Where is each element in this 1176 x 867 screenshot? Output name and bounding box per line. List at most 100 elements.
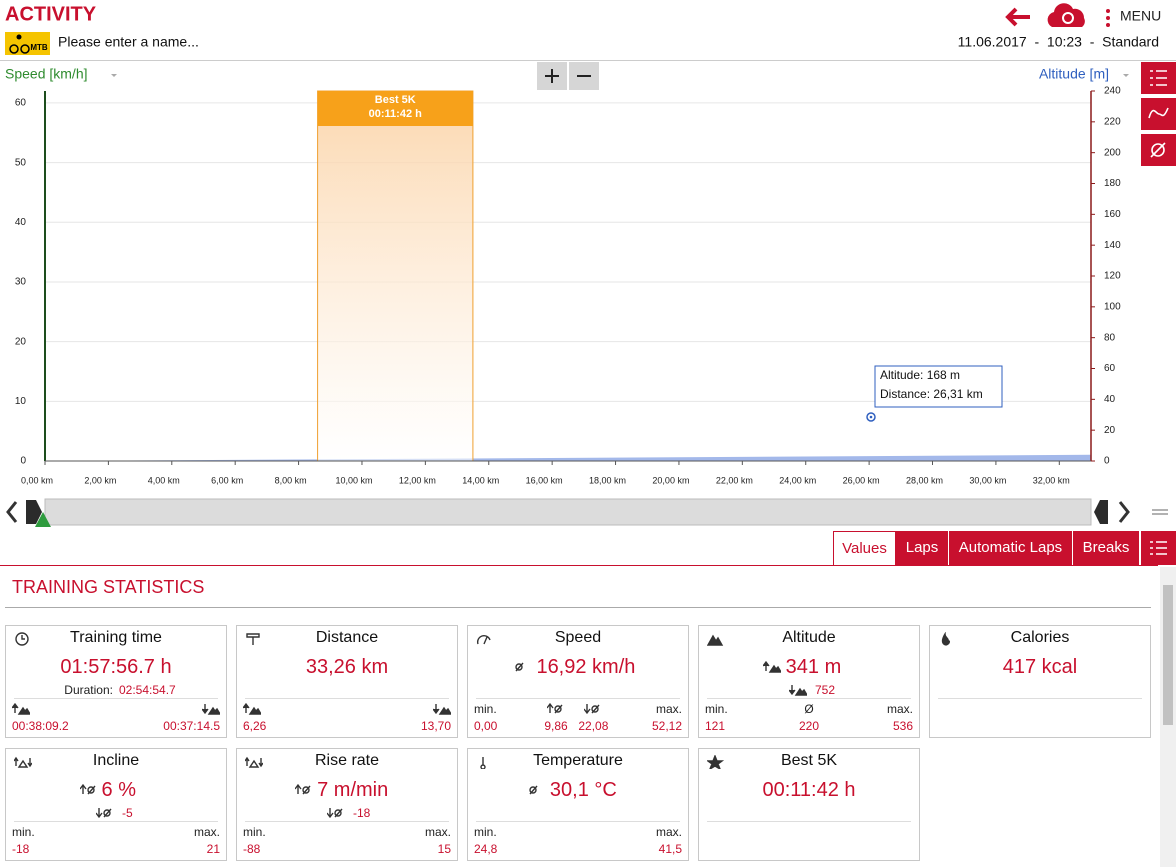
card-sub-value: -5 <box>122 806 133 820</box>
card-value: 6 % <box>101 779 136 801</box>
x-tick-label: 12,00 km <box>399 475 436 485</box>
footer-value: 9,86 <box>544 719 568 733</box>
icon <box>941 632 950 646</box>
range-handle[interactable] <box>26 500 42 524</box>
position-marker[interactable] <box>35 512 51 527</box>
tooltip-line: Altitude: 168 m <box>880 368 960 382</box>
x-tick-label: 6,00 km <box>211 475 243 485</box>
card-title: Rise rate <box>314 752 380 769</box>
highlight-time: 00:11:42 h <box>369 108 422 120</box>
y-tick-label: 40 <box>15 217 27 228</box>
card-divider <box>476 821 680 822</box>
stat-card: Speed 16,92 km/h min. 0,00 9,86 22,08 max. 52,1… <box>467 625 689 738</box>
dropdown[interactable] <box>1123 74 1129 77</box>
icon <box>476 634 491 645</box>
footer-label: min. <box>243 825 266 839</box>
card-title: Training time <box>70 629 162 646</box>
icon <box>327 808 343 819</box>
footer-value: 0,00 <box>474 719 498 733</box>
footer-value: 536 <box>892 719 913 733</box>
stat-card: Altitude 341 m 752 min. 121 Ø 220 max. 536 <box>698 625 920 738</box>
list-icon <box>1150 541 1167 555</box>
y2-tick-label: 20 <box>1104 425 1116 436</box>
icon <box>243 702 261 715</box>
x-tick-label: 14,00 km <box>462 475 499 485</box>
scroll-left[interactable] <box>6 501 18 523</box>
y2-tick-label: 160 <box>1104 209 1121 220</box>
x-tick-label: 4,00 km <box>148 475 180 485</box>
x-tick-label: 32,00 km <box>1033 475 1070 485</box>
y2-tick-label: 240 <box>1104 86 1121 97</box>
tab[interactable]: Automatic Laps <box>949 531 1072 565</box>
sport-icon <box>5 32 50 55</box>
card-divider <box>245 821 449 822</box>
footer-value: 6,26 <box>243 719 267 733</box>
y2-tick-label: 80 <box>1104 332 1116 343</box>
icon <box>584 704 600 715</box>
footer-value: -88 <box>243 842 261 856</box>
menu-dots[interactable] <box>1106 9 1110 27</box>
y-tick-label: 50 <box>15 157 27 168</box>
button-icon <box>1150 142 1166 158</box>
x-tick-label: 10,00 km <box>335 475 372 485</box>
range-track[interactable] <box>44 498 1092 526</box>
y2-tick-label: 220 <box>1104 116 1121 127</box>
card-value: 417 kcal <box>1002 656 1078 678</box>
icon <box>547 702 563 714</box>
sport-icon-rider <box>16 34 22 40</box>
icon <box>15 632 29 646</box>
scroll-right[interactable] <box>1118 501 1130 523</box>
footer-value: 22,08 <box>578 719 609 733</box>
stat-card: Temperature 30,1 °C min. 24,8 max. 41,5 <box>467 748 689 861</box>
footer-label: min. <box>12 825 35 839</box>
y2-tick-label: 0 <box>1104 456 1110 467</box>
icon <box>433 704 451 715</box>
dropdown[interactable] <box>111 74 117 77</box>
footer-label: min. <box>474 702 497 716</box>
icon <box>529 785 538 795</box>
y-tick-label: 30 <box>15 277 27 288</box>
tab[interactable]: Values <box>833 531 896 566</box>
cloud-sync-button[interactable] <box>1047 3 1085 27</box>
footer-value: 15 <box>437 842 451 856</box>
stat-card: Calories 417 kcal <box>929 625 1151 738</box>
footer-value: -18 <box>12 842 30 856</box>
footer-value: 121 <box>705 719 726 733</box>
scroll-thumb[interactable] <box>1163 585 1173 725</box>
back-button[interactable] <box>1005 7 1030 27</box>
footer-label: max. <box>655 702 682 716</box>
footer-label: max. <box>193 825 220 839</box>
icon <box>96 808 112 819</box>
tab[interactable]: Laps <box>896 531 948 565</box>
tab-list-button[interactable] <box>1141 531 1176 565</box>
highlight-header <box>317 91 473 126</box>
tooltip <box>874 365 1003 408</box>
card-divider <box>245 698 449 699</box>
scrollbar[interactable] <box>1160 567 1176 867</box>
footer-label: max. <box>655 825 682 839</box>
stat-card: Distance 33,26 km 6,26 13,70 <box>236 625 458 738</box>
card-title: Best 5K <box>780 752 838 769</box>
card-value: 7 m/min <box>317 779 389 801</box>
x-tick-label: 16,00 km <box>526 475 563 485</box>
tab[interactable]: Breaks <box>1073 531 1139 565</box>
footer-value: 13,70 <box>420 719 451 733</box>
tab-divider <box>0 565 1158 566</box>
card-sub-label: Duration: <box>64 683 113 697</box>
footer-label: Ø <box>804 702 814 716</box>
resize-handle[interactable] <box>1152 509 1168 515</box>
icon <box>202 704 220 715</box>
x-tick-label: 0,00 km <box>21 475 53 485</box>
stat-card: Rise rate 7 m/min -18 min. -88 max. 15 <box>236 748 458 861</box>
card-value: 00:11:42 h <box>762 779 856 801</box>
card-title: Incline <box>92 752 140 769</box>
icon <box>707 755 725 769</box>
name-input[interactable]: Please enter a name... <box>58 34 199 50</box>
highlight-band <box>317 90 474 462</box>
card-title: Distance <box>315 629 379 646</box>
card-value: 16,92 km/h <box>536 656 636 678</box>
menu-label[interactable]: MENU <box>1120 8 1161 24</box>
x-tick-label: 28,00 km <box>906 475 943 485</box>
icon <box>789 685 807 696</box>
range-handle[interactable] <box>1094 500 1108 524</box>
